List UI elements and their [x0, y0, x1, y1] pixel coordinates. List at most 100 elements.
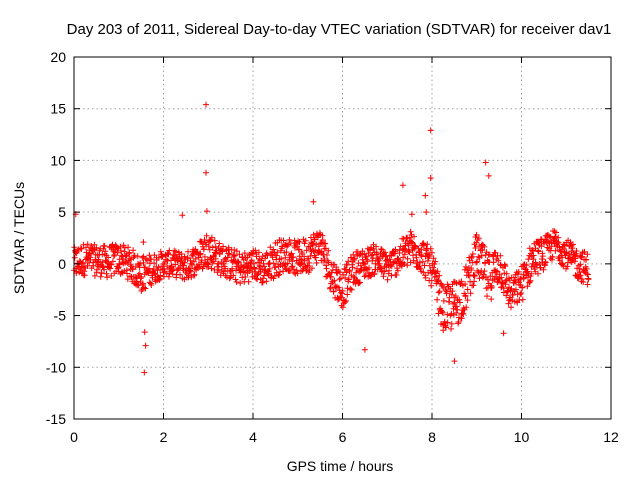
data-point [530, 252, 537, 259]
data-point [576, 273, 583, 280]
data-point [289, 263, 296, 270]
data-point [91, 272, 98, 279]
data-point [138, 273, 145, 280]
data-point [444, 319, 451, 326]
data-point [454, 306, 461, 313]
data-point [203, 232, 210, 239]
y-tick-label: 5 [58, 204, 66, 220]
data-point [255, 259, 261, 266]
y-tick-label: 15 [50, 101, 66, 117]
data-point [457, 299, 463, 306]
data-point [467, 290, 474, 297]
data-point [356, 280, 363, 286]
data-point [390, 259, 397, 266]
data-point [271, 273, 278, 280]
axis-ticks: 0 2 4 6 8 10 12 -15 -10 -5 0 5 10 15 20 [46, 49, 619, 445]
data-point [345, 276, 352, 283]
data-point [560, 262, 567, 269]
data-point [479, 247, 486, 254]
data-point [427, 127, 434, 134]
data-point [515, 268, 522, 275]
data-point [298, 256, 305, 263]
data-point [230, 253, 237, 260]
data-point [410, 257, 417, 264]
data-point [129, 266, 136, 273]
data-point [476, 275, 483, 282]
data-point [488, 284, 495, 291]
data-point [497, 252, 504, 259]
data-point [539, 253, 546, 260]
data-point [475, 253, 482, 260]
data-point [384, 276, 391, 283]
data-point [230, 272, 237, 279]
data-point [424, 241, 431, 248]
data-point [172, 261, 179, 268]
data-point [115, 265, 121, 272]
data-point [310, 240, 316, 247]
data-point [223, 258, 229, 265]
data-point [188, 274, 195, 281]
data-point [393, 272, 400, 278]
data-point [535, 248, 542, 255]
data-point [439, 308, 445, 315]
data-point [576, 265, 583, 272]
data-point [130, 247, 137, 254]
data-point [266, 265, 273, 272]
data-point [500, 330, 507, 337]
data-point [336, 269, 343, 276]
data-point [404, 262, 411, 269]
data-point [246, 267, 253, 274]
data-point [392, 246, 399, 253]
data-point [192, 255, 199, 262]
data-point [367, 247, 374, 254]
data-point [136, 270, 143, 277]
data-point [429, 249, 435, 256]
data-point [553, 229, 559, 236]
data-point [340, 271, 347, 278]
data-point [577, 272, 584, 279]
data-point [456, 296, 463, 303]
data-point [485, 172, 492, 179]
data-point [503, 292, 510, 299]
data-point [97, 273, 104, 280]
data-point [434, 268, 441, 275]
data-point [373, 243, 380, 250]
x-tick-label: 12 [603, 429, 619, 445]
data-point [353, 276, 360, 283]
data-point [487, 273, 494, 280]
data-point [546, 233, 553, 240]
data-point [580, 279, 587, 285]
y-tick-label: 20 [50, 49, 66, 65]
data-point [343, 298, 349, 304]
data-point [261, 263, 268, 270]
y-axis-title: SDTVAR / TECUs [11, 182, 27, 294]
data-point [486, 251, 493, 258]
data-point [475, 235, 482, 242]
data-point [102, 248, 109, 255]
data-point [290, 254, 297, 261]
data-point [349, 264, 356, 271]
data-point [260, 275, 267, 282]
data-point [208, 265, 215, 272]
data-point [219, 248, 226, 255]
data-point [399, 182, 406, 189]
data-point [554, 240, 561, 247]
data-point [529, 247, 536, 253]
data-point [344, 291, 351, 298]
data-point [284, 260, 291, 267]
data-point [282, 254, 289, 261]
data-point [578, 254, 584, 261]
data-point [231, 247, 238, 253]
data-point [237, 280, 244, 287]
data-point [236, 251, 243, 258]
data-point [430, 264, 437, 271]
data-point [519, 284, 526, 291]
data-point [443, 324, 449, 331]
data-point [165, 273, 172, 280]
data-point [341, 265, 348, 272]
data-point [397, 243, 404, 250]
data-point [293, 267, 300, 274]
data-point [464, 297, 471, 304]
data-point [412, 243, 419, 250]
